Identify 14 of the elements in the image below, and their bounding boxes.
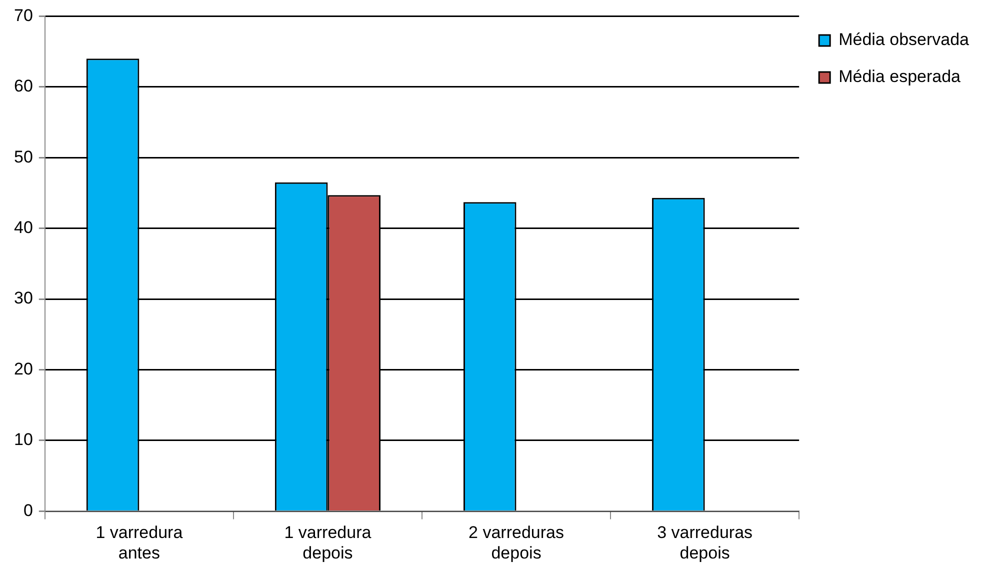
x-tick-label: 1 varredura antes	[96, 523, 184, 562]
y-tick-label: 10	[14, 430, 33, 450]
x-tick-label: 3 varreduras depois	[657, 523, 753, 562]
y-tick-label: 0	[23, 500, 33, 520]
y-tick-label: 20	[14, 359, 33, 378]
legend-label: Média observada	[838, 30, 970, 50]
y-tick-label: 30	[14, 288, 33, 308]
legend-label: Média esperada	[838, 67, 962, 86]
y-tick-label: 40	[14, 218, 33, 238]
y-tick-label: 70	[14, 6, 33, 25]
x-tick-label: 1 varredura depois	[284, 523, 372, 562]
y-tick-label: 60	[14, 76, 33, 96]
y-tick-label: 50	[14, 147, 33, 166]
x-tick-label: 2 varreduras depois	[468, 523, 564, 562]
